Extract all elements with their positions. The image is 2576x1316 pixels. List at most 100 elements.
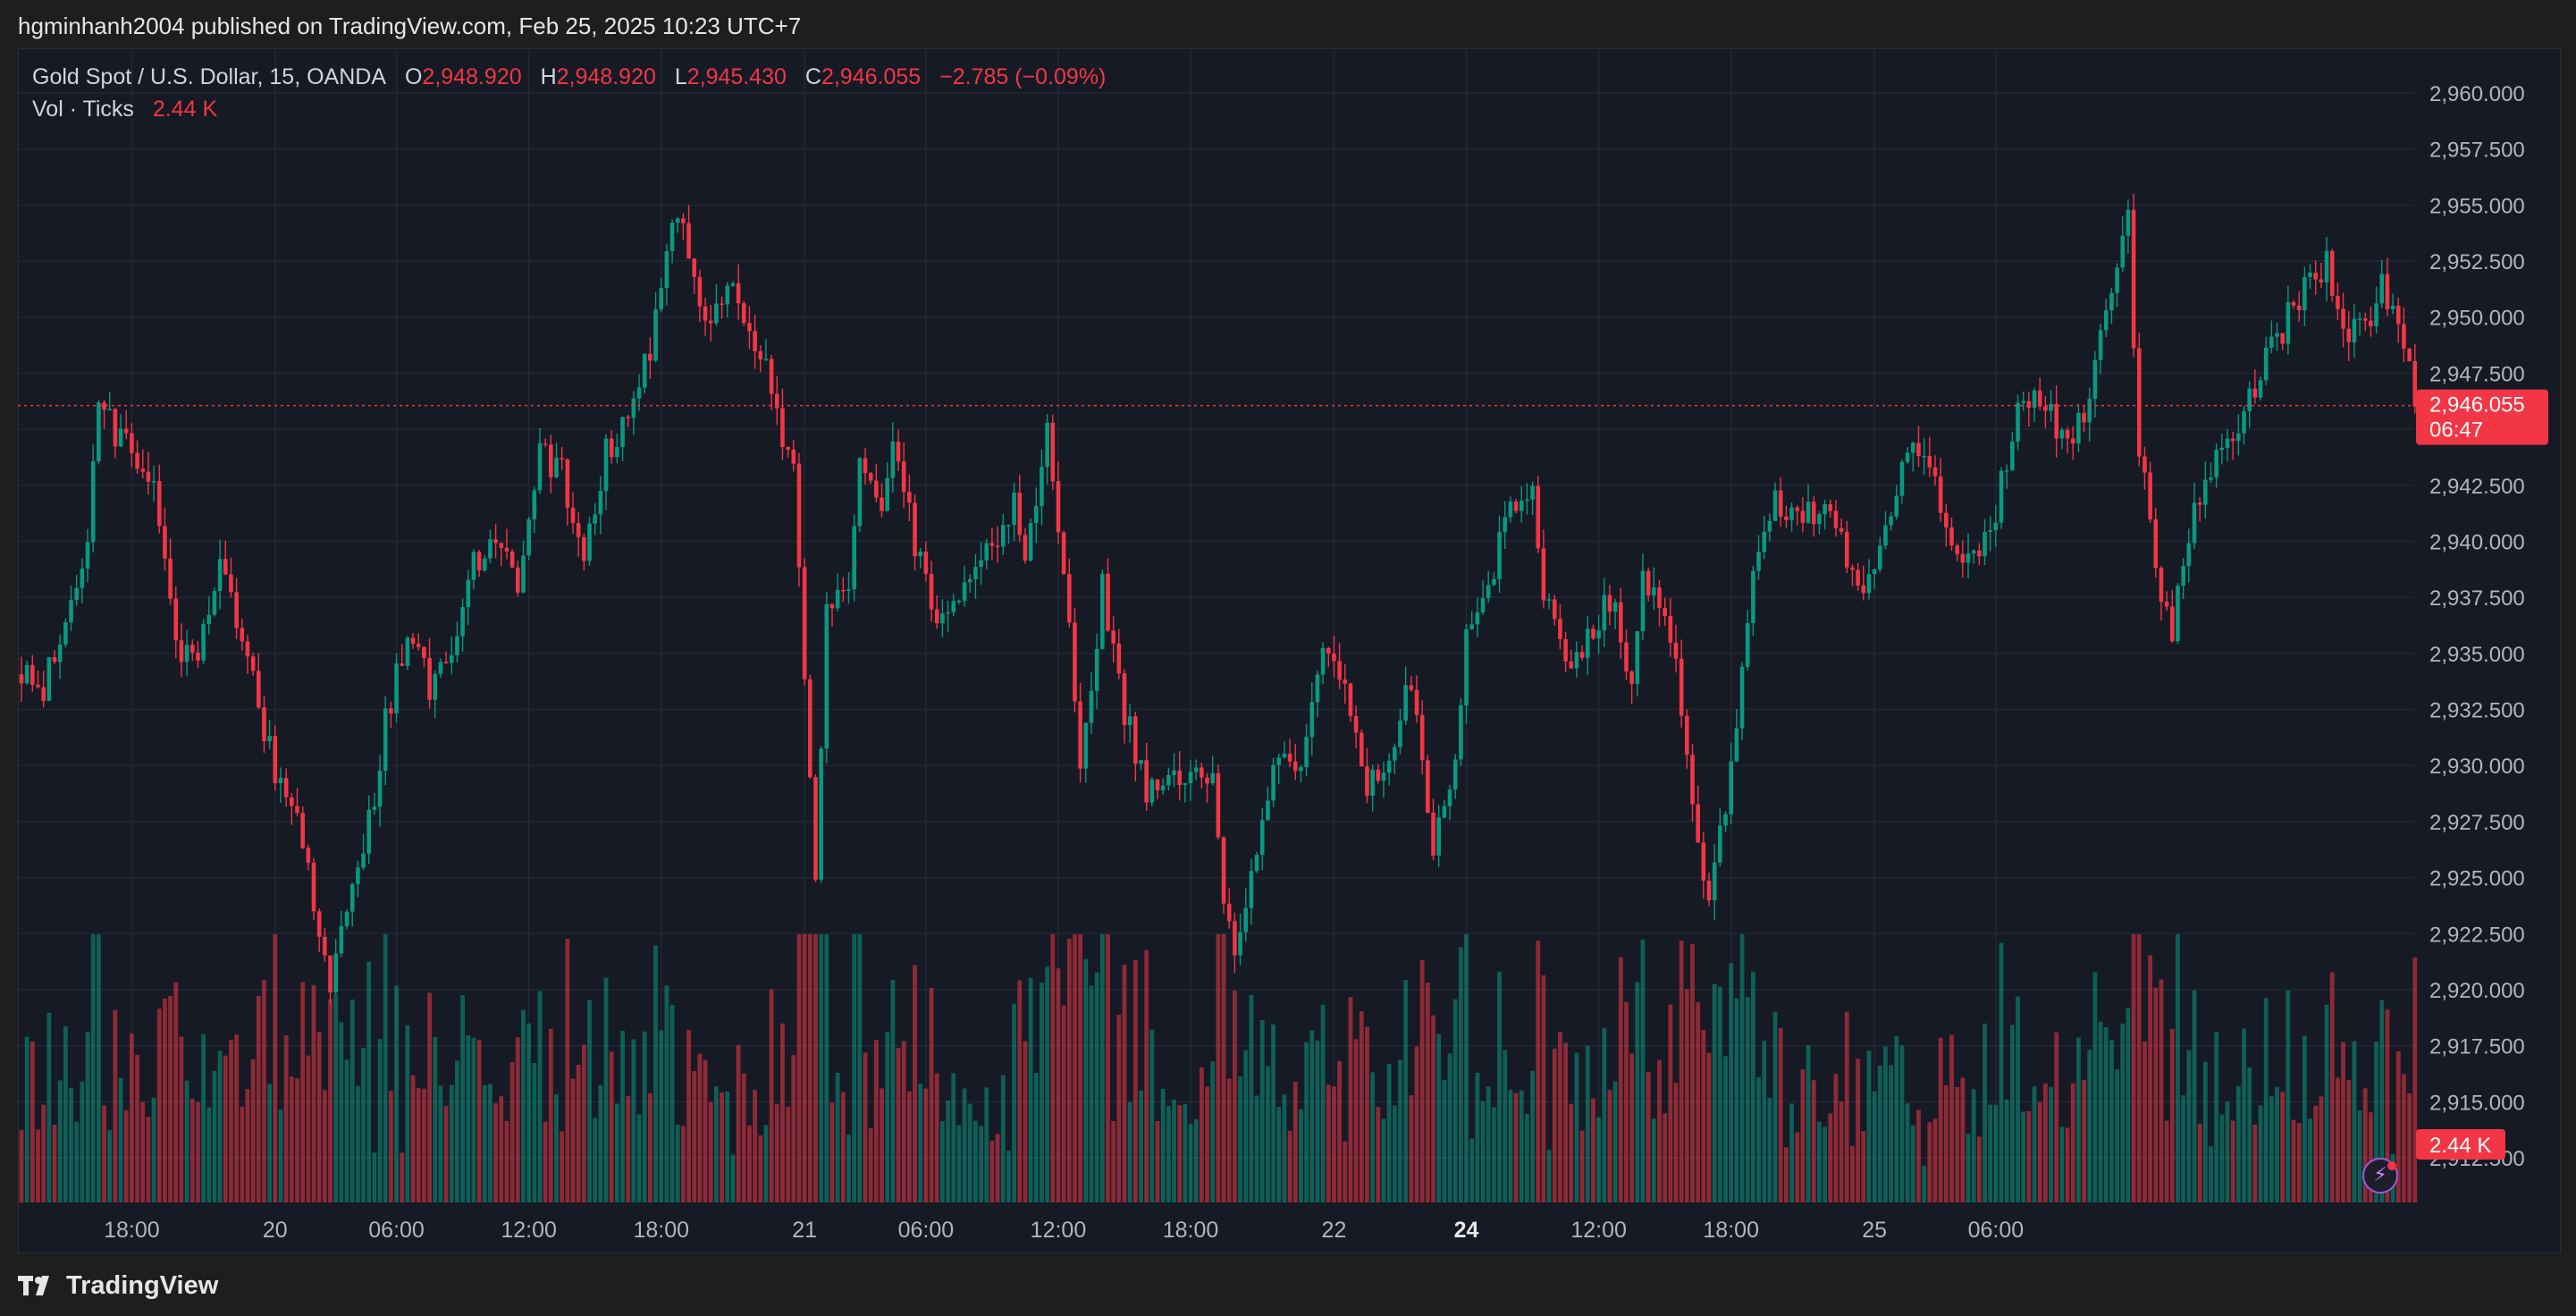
volume-bar — [262, 980, 266, 1202]
volume-bar — [1866, 1050, 1872, 1202]
volume-bar — [2291, 1119, 2296, 1202]
volume-bar — [1099, 934, 1105, 1202]
volume-bar — [52, 1125, 57, 1202]
volume-bar — [1602, 1028, 1607, 1202]
volume-bar — [355, 1085, 360, 1202]
candle-body — [1971, 550, 1976, 553]
candle-body — [212, 591, 217, 615]
candle-body — [509, 551, 515, 568]
candle-body — [1569, 661, 1574, 669]
candle-body — [1993, 522, 1999, 531]
candle-body — [576, 523, 581, 537]
last-price-tag-bg — [2416, 389, 2548, 445]
volume-bar — [1503, 1050, 1508, 1202]
price-tick-label: 2,937.500 — [2429, 586, 2525, 611]
candle-body — [2258, 380, 2263, 398]
time-tick-label: 20 — [263, 1218, 288, 1243]
volume-bar — [1050, 934, 1056, 1202]
candle-body — [1701, 842, 1706, 882]
volume-bar — [1012, 1003, 1016, 1202]
volume-bar — [240, 1106, 245, 1202]
time-axis[interactable]: 18:00 20 06:00 12:00 18:00 21 06:00 12:00 18:00 2… — [104, 1218, 2024, 1243]
volume-bar — [819, 934, 824, 1202]
volume-bar — [2103, 1026, 2109, 1202]
candle-body — [1739, 666, 1745, 729]
volume-bar — [918, 1084, 923, 1202]
candle-body — [1370, 770, 1375, 797]
volume-bar — [1127, 1101, 1132, 1202]
volume-bar — [328, 999, 333, 1202]
candle-body — [156, 480, 162, 527]
volume-bar — [1756, 1076, 1761, 1202]
symbol-title[interactable]: Gold Spot / U.S. Dollar, 15, OANDA — [32, 64, 386, 89]
volume-bar — [311, 984, 316, 1202]
candle-body — [1579, 652, 1585, 658]
volume-bar — [1299, 1109, 1303, 1202]
candle-body — [427, 657, 432, 700]
candle-body — [2098, 330, 2103, 360]
candle-body — [1646, 570, 1651, 596]
candle-body — [1696, 804, 1700, 843]
volume-bar — [443, 1106, 449, 1202]
candle-body — [2032, 390, 2037, 409]
candle-body — [1409, 685, 1414, 690]
footer-brand[interactable]: TradingView — [66, 1270, 219, 1300]
volume-bar — [796, 934, 802, 1202]
candle-body — [2176, 586, 2180, 642]
high-label: H — [540, 64, 557, 89]
candle-body — [796, 463, 802, 568]
volume-bar — [1927, 1122, 1932, 1202]
candle-body — [234, 592, 239, 628]
volume-bar — [653, 945, 658, 1202]
volume-bar — [1149, 1029, 1155, 1202]
volume-bar — [74, 1121, 80, 1202]
volume-bar — [383, 934, 388, 1202]
volume-bar — [427, 992, 432, 1202]
volume-bar — [1226, 1078, 1232, 1202]
candle-body — [1376, 770, 1381, 781]
volume-bar — [1558, 1031, 1562, 1202]
candle-body — [1607, 595, 1612, 612]
candle-body — [1160, 785, 1166, 791]
volume-bar — [521, 1009, 526, 1202]
candle-body — [1040, 467, 1044, 507]
volume-bar — [1811, 1080, 1816, 1202]
candle-body — [1574, 652, 1579, 669]
volume-bar — [979, 1126, 983, 1202]
candle-body — [653, 309, 658, 361]
volume-bar — [1243, 1050, 1249, 1202]
candle-body — [692, 258, 697, 277]
volume-bar — [1452, 999, 1458, 1202]
candle-body — [240, 628, 245, 642]
chart-panel[interactable] — [18, 48, 2561, 1253]
candle-body — [300, 813, 305, 848]
candle-body — [223, 559, 228, 575]
candle-body — [2197, 502, 2202, 505]
volume-bar — [2009, 1025, 2015, 1202]
candle-body — [1073, 622, 1077, 702]
volume-label[interactable]: Vol · Ticks — [32, 97, 134, 122]
volume-bar — [1833, 1074, 1839, 1202]
volume-bar — [1983, 1023, 1987, 1202]
price-axis[interactable]: 2,960.000 2,957.500 2,955.000 2,952.500 2,95… — [2429, 82, 2525, 1171]
candle-body — [90, 461, 96, 543]
candle-body — [675, 218, 680, 224]
candle-body — [1254, 855, 1259, 872]
volume-bar — [1591, 1098, 1595, 1202]
volume-bar — [1932, 1118, 1938, 1202]
volume-bar — [256, 995, 261, 1202]
volume-bar — [2362, 1088, 2368, 1202]
volume-bar — [1216, 934, 1221, 1202]
candle-body — [2059, 429, 2065, 439]
volume-bar — [289, 1076, 294, 1202]
volume-bar — [1546, 1150, 1552, 1202]
candle-body — [918, 551, 923, 557]
price-tick-label: 2,942.500 — [2429, 475, 2525, 499]
price-tick-label: 2,940.000 — [2429, 530, 2525, 554]
candle-body — [1017, 493, 1023, 536]
volume-bar — [2004, 1099, 2009, 1202]
candle-body — [1927, 455, 1932, 468]
candle-body — [780, 408, 785, 447]
volume-bar — [2021, 1111, 2026, 1202]
